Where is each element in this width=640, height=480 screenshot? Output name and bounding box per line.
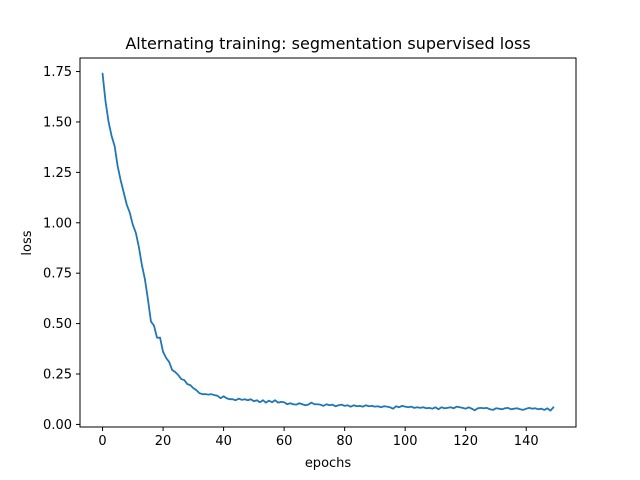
x-tick-label: 0 — [98, 434, 106, 449]
x-tick-label: 100 — [393, 434, 418, 449]
plot-frame — [79, 57, 577, 428]
series-line-0 — [101, 72, 555, 412]
chart-title: Alternating training: segmentation super… — [125, 34, 530, 53]
y-tick-label: 1.00 — [43, 216, 72, 231]
x-tick-label: 120 — [453, 434, 478, 449]
y-tick-label: 1.50 — [43, 115, 72, 130]
x-tick-label: 60 — [276, 434, 293, 449]
x-axis-label: epochs — [305, 456, 352, 471]
x-tick-label: 20 — [155, 434, 172, 449]
x-tick-label: 140 — [514, 434, 539, 449]
y-tick-label: 0.75 — [43, 267, 72, 282]
y-axis-label: loss — [20, 230, 35, 255]
plot-area — [101, 72, 555, 412]
x-tick-label: 40 — [215, 434, 232, 449]
y-tick-label: 0.50 — [43, 317, 72, 332]
y-tick-label: 1.25 — [43, 166, 72, 181]
y-axis-ticks: 0.00 0.25 0.50 0.75 1.00 1.25 1.50 1.75 — [43, 65, 80, 433]
y-tick-label: 1.75 — [43, 65, 72, 80]
x-tick-label: 80 — [336, 434, 353, 449]
y-tick-label: 0.25 — [43, 368, 72, 383]
x-axis-ticks: 0 20 40 60 80 100 120 140 — [98, 427, 539, 449]
y-tick-label: 0.00 — [43, 418, 72, 433]
